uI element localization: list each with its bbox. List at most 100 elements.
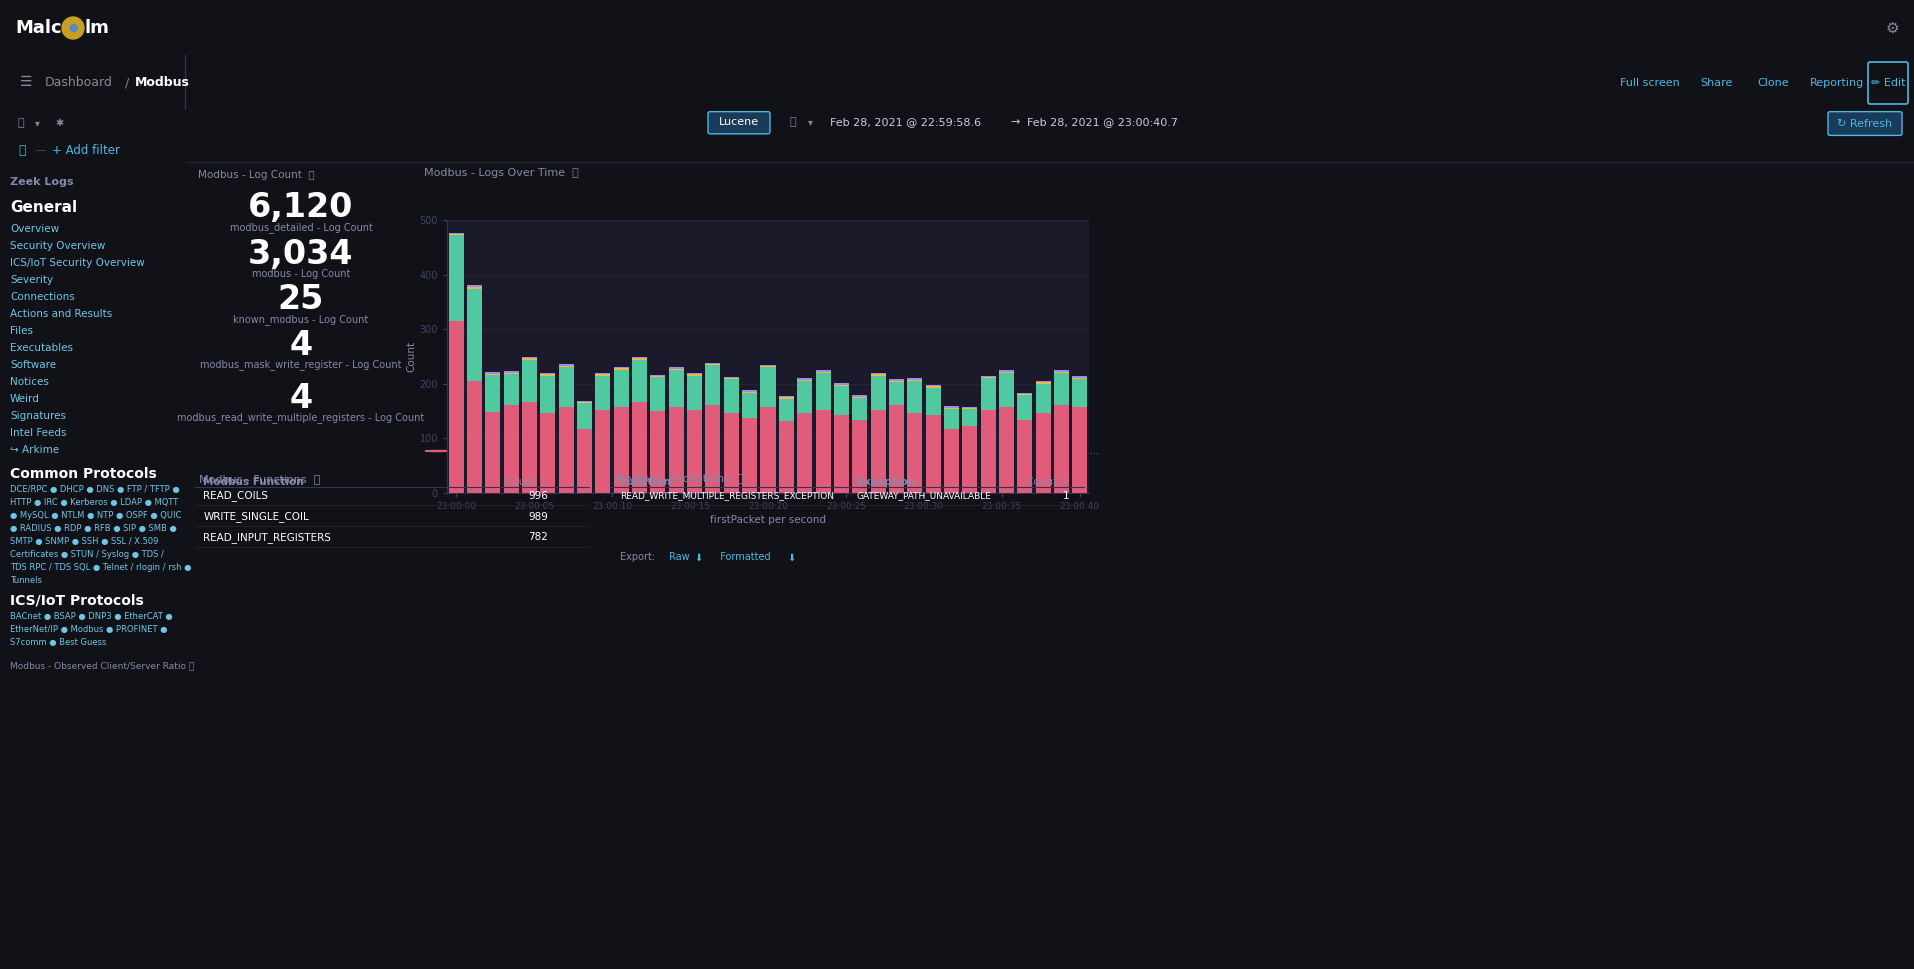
Bar — [779, 395, 794, 397]
Text: ⦿: ⦿ — [17, 144, 25, 157]
Bar — [815, 370, 831, 371]
Text: GATEWAY_PATH_UNAVAILABLE: GATEWAY_PATH_UNAVAILABLE — [857, 491, 991, 500]
Bar — [852, 421, 867, 493]
Bar — [1055, 404, 1070, 493]
Text: General: General — [10, 200, 77, 215]
Bar — [760, 407, 775, 493]
Bar — [980, 377, 995, 378]
Bar — [540, 413, 555, 493]
Bar — [706, 362, 720, 364]
Text: modbus_detailed: modbus_detailed — [452, 446, 536, 456]
Bar — [999, 370, 1014, 371]
Bar — [1035, 384, 1051, 387]
Bar — [835, 384, 850, 385]
Bar — [743, 419, 758, 493]
Bar — [815, 410, 831, 493]
Bar — [963, 426, 978, 493]
Bar — [503, 376, 519, 404]
Text: Share: Share — [1700, 78, 1732, 87]
Bar — [559, 364, 574, 365]
Text: modbus_mask_write_register - Log Count: modbus_mask_write_register - Log Count — [201, 359, 402, 370]
Y-axis label: Count: Count — [406, 341, 417, 372]
Bar — [614, 368, 630, 369]
Bar — [888, 404, 903, 493]
Bar — [559, 369, 574, 407]
Bar — [448, 233, 463, 234]
Bar — [852, 395, 867, 396]
Text: ●: ● — [69, 23, 78, 33]
Bar — [760, 364, 775, 366]
Bar — [467, 381, 482, 493]
Bar — [687, 410, 702, 493]
Text: Modbus - Logs Over Time  ⓘ: Modbus - Logs Over Time ⓘ — [423, 169, 578, 178]
Text: Certificates ● STUN / Syslog ● TDS /: Certificates ● STUN / Syslog ● TDS / — [10, 550, 165, 559]
Bar — [796, 384, 812, 413]
Bar — [1035, 383, 1051, 384]
Circle shape — [831, 451, 856, 452]
Bar — [907, 381, 923, 384]
Bar — [540, 373, 555, 374]
Bar — [595, 378, 611, 410]
Text: known_modbus: known_modbus — [723, 446, 798, 456]
Text: 996: 996 — [528, 490, 547, 501]
Text: —: — — [34, 145, 46, 156]
Bar — [486, 374, 500, 375]
Text: ⬇: ⬇ — [789, 552, 796, 562]
Text: modbus_read_write_multiple_registers - Log Count: modbus_read_write_multiple_registers - L… — [178, 413, 425, 423]
Text: Connections: Connections — [10, 292, 75, 302]
Text: EtherNet/IP ● Modbus ● PROFINET ●: EtherNet/IP ● Modbus ● PROFINET ● — [10, 625, 167, 634]
Bar — [871, 374, 886, 376]
Text: Zeek Logs: Zeek Logs — [10, 177, 73, 187]
Bar — [779, 400, 794, 421]
Text: Software: Software — [10, 360, 56, 370]
Bar — [687, 376, 702, 378]
Bar — [815, 371, 831, 373]
Bar — [614, 372, 630, 407]
Bar — [835, 415, 850, 493]
Bar — [926, 390, 940, 416]
Bar — [632, 402, 647, 493]
Text: READ_COILS: READ_COILS — [203, 490, 268, 501]
Bar — [1072, 379, 1087, 381]
X-axis label: firstPacket per second: firstPacket per second — [710, 516, 827, 525]
Bar — [888, 382, 903, 384]
Bar — [576, 428, 591, 493]
Bar — [540, 374, 555, 376]
Bar — [632, 359, 647, 362]
Bar — [1016, 394, 1032, 395]
Bar — [963, 408, 978, 410]
Bar — [796, 413, 812, 493]
Text: Feb 28, 2021 @ 22:59:58.6: Feb 28, 2021 @ 22:59:58.6 — [831, 117, 982, 128]
Bar — [944, 408, 959, 409]
Text: modbus_mask_writ…: modbus_mask_writ… — [857, 446, 963, 456]
Bar — [963, 411, 978, 426]
Bar — [1016, 421, 1032, 493]
Bar — [448, 234, 463, 235]
Bar — [668, 407, 683, 493]
Bar — [926, 387, 940, 388]
Bar — [523, 359, 538, 362]
Bar — [944, 428, 959, 493]
Bar — [632, 357, 647, 359]
Bar — [1016, 397, 1032, 421]
Bar — [523, 362, 538, 402]
Bar — [760, 366, 775, 367]
Bar — [448, 238, 463, 321]
Text: ▾: ▾ — [808, 117, 813, 128]
Text: ↻ Refresh: ↻ Refresh — [1837, 118, 1893, 129]
Bar — [926, 416, 940, 493]
Bar — [614, 369, 630, 372]
Bar — [888, 381, 903, 382]
Bar — [888, 380, 903, 381]
Text: 📅: 📅 — [790, 117, 796, 128]
Text: 💾: 💾 — [17, 118, 25, 128]
Bar — [1035, 381, 1051, 383]
Text: + Add filter: + Add filter — [52, 144, 121, 157]
Bar — [523, 357, 538, 359]
Bar — [651, 377, 666, 379]
Text: 6,120: 6,120 — [249, 191, 354, 224]
Bar — [907, 380, 923, 381]
Text: Lucene: Lucene — [720, 117, 760, 128]
Bar — [926, 388, 940, 390]
Bar — [743, 393, 758, 394]
